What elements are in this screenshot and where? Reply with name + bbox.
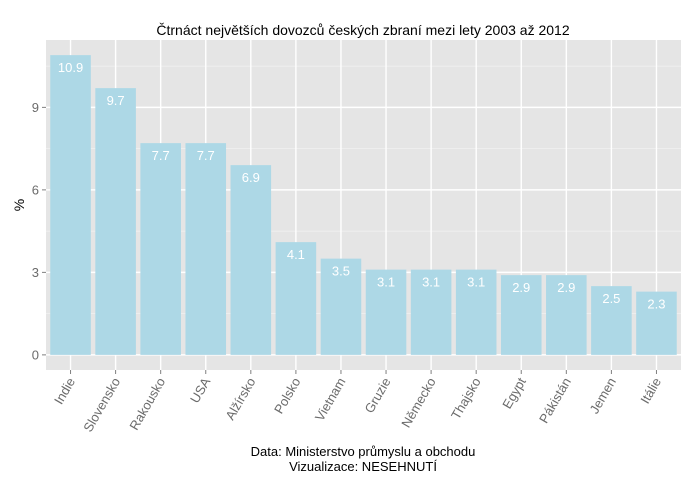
bar <box>50 55 91 355</box>
x-tick-label: Thajsko <box>448 375 484 422</box>
bar-value-label: 9.7 <box>107 93 125 108</box>
y-tick-label: 3 <box>32 265 39 280</box>
bar-value-label: 10.9 <box>58 60 83 75</box>
bar-value-label: 4.1 <box>287 247 305 262</box>
caption-source: Data: Ministerstvo průmyslu a obchodu <box>251 444 476 459</box>
x-tick-label: Německo <box>398 375 438 430</box>
bar <box>140 143 181 355</box>
y-tick-label: 0 <box>32 347 39 362</box>
chart-title: Čtrnáct největších dovozců českých zbran… <box>156 22 569 38</box>
x-tick-label: Indie <box>51 375 78 407</box>
bar <box>636 291 677 355</box>
bars: 10.9 9.7 7.7 7.7 6.9 4.1 3.5 3.1 3.1 3.1 2.9 2.9 2.5… <box>50 55 677 355</box>
bar-value-label: 2.5 <box>602 291 620 306</box>
bar-value-label: 3.5 <box>332 264 350 279</box>
bar-value-label: 2.9 <box>512 280 530 295</box>
caption-credit: Vizualizace: NESEHNUTÍ <box>289 459 437 474</box>
bar <box>591 286 632 355</box>
x-tick-label: Vietnam <box>312 375 349 424</box>
bar-value-label: 7.7 <box>197 148 215 163</box>
x-tick-label: Polsko <box>271 375 304 416</box>
bar-value-label: 6.9 <box>242 170 260 185</box>
bar <box>275 242 317 355</box>
x-tick-label: Slovensko <box>80 375 123 434</box>
bar-value-label: 2.9 <box>557 280 575 295</box>
x-tick-label: Egypt <box>499 375 529 412</box>
bar <box>410 269 452 355</box>
bar <box>185 143 227 355</box>
x-tick-label: Alžírsko <box>222 375 258 423</box>
x-axis-ticks: Indie Slovensko Rakousko USA Alžírsko Polsko V… <box>51 370 664 434</box>
bar-value-label: 3.1 <box>377 275 395 290</box>
bar-value-label: 7.7 <box>152 148 170 163</box>
x-tick-label: Itálie <box>637 375 664 406</box>
bar <box>546 275 587 355</box>
y-tick-label: 6 <box>32 182 39 197</box>
bar <box>455 269 497 355</box>
bar <box>320 258 362 355</box>
bar <box>365 269 407 355</box>
x-tick-label: Pákistán <box>536 375 574 426</box>
y-tick-label: 9 <box>32 100 39 115</box>
x-tick-label: USA <box>187 375 214 406</box>
bar <box>95 88 136 355</box>
bar <box>500 275 542 355</box>
bar-value-label: 3.1 <box>467 275 485 290</box>
x-tick-label: Jemen <box>586 375 619 416</box>
bar <box>230 165 272 355</box>
bar-value-label: 2.3 <box>647 297 665 312</box>
x-tick-label: Rakousko <box>126 375 168 433</box>
y-axis-ticks: 0 3 6 9 <box>32 100 46 362</box>
bar-value-label: 3.1 <box>422 275 440 290</box>
x-tick-label: Gruzie <box>361 375 393 416</box>
y-axis-label: % <box>11 199 27 211</box>
